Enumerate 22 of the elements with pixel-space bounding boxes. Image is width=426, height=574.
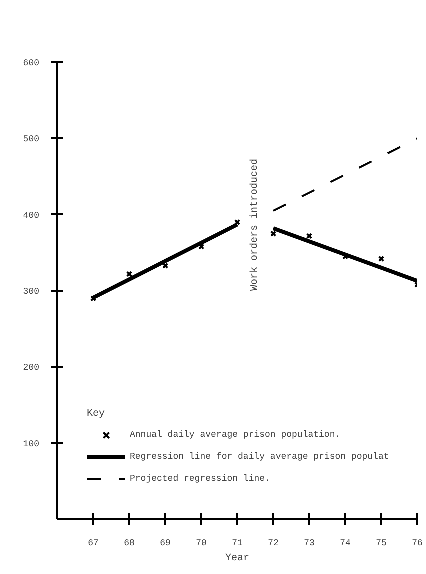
x-tick-label: 76 xyxy=(412,538,423,548)
x-tick-label: 68 xyxy=(124,538,135,548)
x-tick-label: 75 xyxy=(376,538,387,548)
x-tick-label: 69 xyxy=(160,538,171,548)
x-tick-label: 73 xyxy=(304,538,315,548)
annotation: Work orders introduced xyxy=(249,158,261,291)
x-tick-label: 74 xyxy=(340,538,351,548)
x-tick-label: 67 xyxy=(88,538,99,548)
y-tick-label: 400 xyxy=(23,210,40,221)
y-tick-label: 100 xyxy=(23,439,40,450)
legend-title: Key xyxy=(87,409,106,420)
legend-label: Projected regression line. xyxy=(130,474,270,484)
y-tick-label: 500 xyxy=(23,134,40,145)
x-tick-label: 71 xyxy=(232,538,243,548)
y-tick-label: 200 xyxy=(23,363,40,374)
legend-label: Regression line for daily average prison populat xyxy=(130,452,390,462)
y-tick-label: 300 xyxy=(23,287,40,297)
y-tick-label: 600 xyxy=(23,58,40,68)
x-tick-label: 70 xyxy=(196,538,207,548)
legend-label: Annual daily average prison population. xyxy=(130,430,341,440)
x-axis-title: Year xyxy=(226,554,250,564)
x-tick-label: 72 xyxy=(268,538,279,548)
